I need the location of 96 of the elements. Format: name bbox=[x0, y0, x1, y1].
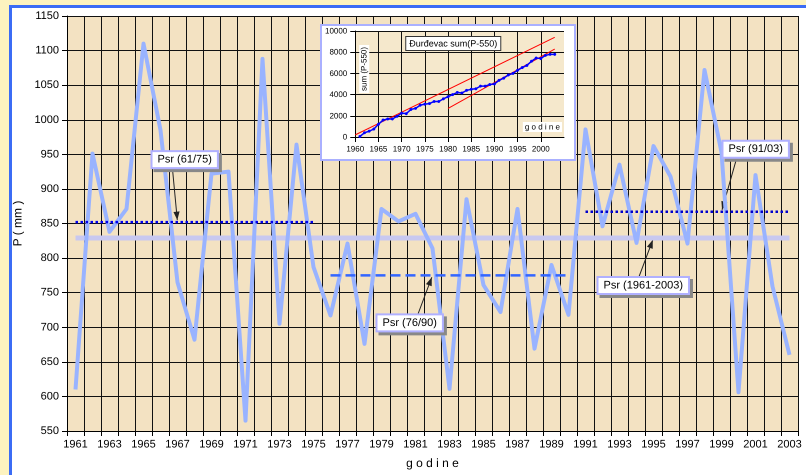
point bbox=[437, 100, 440, 103]
point bbox=[428, 102, 431, 106]
y-tick-label: 0 bbox=[342, 132, 348, 142]
point bbox=[376, 122, 380, 126]
x-tick-label: 1963 bbox=[97, 438, 122, 450]
y-tick-label: 850 bbox=[40, 218, 59, 230]
point bbox=[539, 57, 542, 60]
y-tick-label: 700 bbox=[40, 321, 59, 334]
text: Đurđevac sum(P-550) bbox=[409, 38, 498, 48]
point bbox=[506, 73, 510, 76]
point bbox=[404, 112, 408, 116]
point bbox=[479, 84, 482, 88]
y-tick-label: 650 bbox=[40, 356, 59, 368]
point bbox=[368, 130, 371, 133]
x-tick-label: 1985 bbox=[471, 438, 496, 450]
x-tick-label: 1990 bbox=[486, 144, 504, 154]
x-tick-label: 1979 bbox=[369, 438, 394, 450]
x-axis-title: g o d i n e bbox=[406, 456, 460, 470]
y-tick-label: 550 bbox=[40, 425, 59, 437]
point bbox=[386, 117, 390, 120]
point bbox=[442, 97, 445, 100]
point bbox=[400, 112, 404, 115]
x-tick-label: 1975 bbox=[416, 144, 434, 154]
point bbox=[520, 66, 524, 70]
x-axis-title: g o d i n e bbox=[524, 122, 561, 132]
y-tick-label: 600 bbox=[40, 390, 59, 402]
point bbox=[511, 72, 514, 75]
y-axis-title: P ( mm ) bbox=[10, 200, 25, 246]
x-tick-label: 2000 bbox=[532, 144, 550, 154]
point bbox=[456, 90, 459, 94]
point bbox=[414, 106, 418, 110]
y-tick-label: 8000 bbox=[329, 48, 348, 57]
text: Psr (76/90) bbox=[382, 316, 437, 329]
text: Psr (91/03) bbox=[728, 143, 783, 156]
x-tick-label: 1981 bbox=[403, 438, 428, 450]
x-tick-label: 1995 bbox=[641, 438, 666, 450]
x-tick-label: 1983 bbox=[437, 438, 462, 450]
point bbox=[396, 114, 398, 118]
y-axis-title: sum (P-550) bbox=[360, 46, 369, 91]
point bbox=[451, 93, 454, 96]
point bbox=[363, 131, 366, 134]
text: Psr (1961-2003) bbox=[604, 280, 683, 292]
x-tick-label: 1969 bbox=[199, 438, 224, 450]
point bbox=[446, 95, 450, 98]
y-tick-label: 4000 bbox=[329, 90, 348, 100]
point bbox=[548, 52, 552, 56]
point bbox=[488, 83, 492, 86]
point bbox=[502, 76, 506, 80]
x-tick-label: 1971 bbox=[233, 438, 258, 450]
point bbox=[484, 84, 487, 88]
x-tick-label: 1967 bbox=[165, 438, 190, 450]
x-tick-label: 1989 bbox=[539, 438, 564, 450]
x-tick-label: 1965 bbox=[370, 144, 388, 154]
x-tick-label: 1960 bbox=[346, 144, 365, 154]
point bbox=[553, 52, 556, 56]
x-tick-label: 2003 bbox=[777, 438, 802, 450]
point bbox=[409, 108, 412, 111]
x-tick-label: 1975 bbox=[301, 438, 326, 450]
y-tick-label: 750 bbox=[40, 286, 59, 299]
y-tick-label: 900 bbox=[40, 182, 59, 195]
x-tick-label: 1987 bbox=[505, 438, 530, 450]
point bbox=[423, 102, 426, 106]
y-tick-label: 1000 bbox=[34, 114, 59, 126]
point bbox=[358, 134, 362, 138]
y-tick-label: 950 bbox=[40, 148, 59, 160]
point bbox=[516, 68, 520, 72]
x-tick-label: 2001 bbox=[743, 438, 768, 450]
point bbox=[372, 128, 376, 131]
x-tick-label: 1995 bbox=[508, 144, 528, 154]
x-tick-label: 1973 bbox=[267, 438, 292, 450]
x-tick-label: 1991 bbox=[573, 438, 598, 450]
y-tick-label: 1050 bbox=[34, 79, 59, 92]
point bbox=[498, 78, 501, 82]
x-tick-label: 1961 bbox=[63, 438, 88, 450]
y-tick-label: 1100 bbox=[35, 44, 59, 57]
x-tick-label: 1999 bbox=[709, 438, 734, 450]
y-tick-label: 6000 bbox=[329, 68, 348, 78]
line-series bbox=[74, 42, 792, 423]
point bbox=[530, 60, 534, 63]
point bbox=[525, 64, 528, 67]
point bbox=[418, 104, 422, 107]
x-tick-label: 1997 bbox=[675, 438, 700, 450]
y-tick-label: 10000 bbox=[324, 26, 348, 36]
y-tick-label: 2000 bbox=[329, 111, 348, 120]
y-tick-label: 800 bbox=[40, 252, 59, 264]
x-tick-label: 1985 bbox=[462, 144, 481, 154]
point bbox=[544, 54, 547, 57]
x-tick-label: 1993 bbox=[607, 438, 632, 450]
text: Psr (61/75) bbox=[158, 154, 212, 166]
y-tick-label: 1150 bbox=[35, 10, 59, 22]
x-tick-label: 1965 bbox=[131, 438, 156, 450]
point bbox=[465, 88, 468, 92]
point bbox=[470, 88, 473, 91]
x-tick-label: 1970 bbox=[392, 144, 412, 154]
x-tick-label: 1980 bbox=[439, 144, 458, 154]
x-tick-label: 1977 bbox=[335, 438, 360, 450]
